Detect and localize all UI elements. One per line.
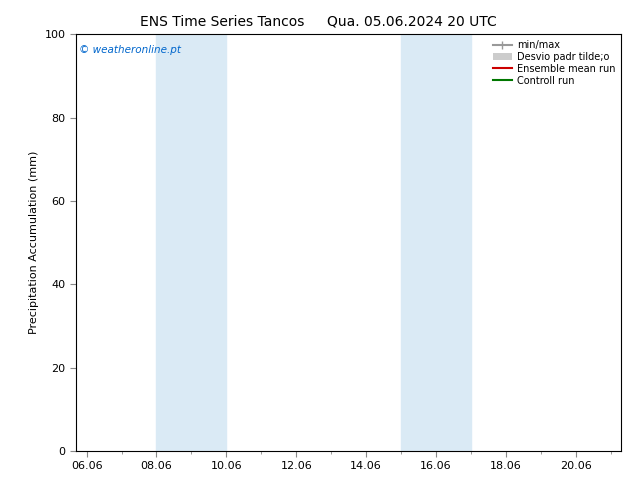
- Y-axis label: Precipitation Accumulation (mm): Precipitation Accumulation (mm): [29, 151, 39, 334]
- Text: ENS Time Series Tancos: ENS Time Series Tancos: [139, 15, 304, 29]
- Bar: [157, 34, 226, 451]
- Text: Qua. 05.06.2024 20 UTC: Qua. 05.06.2024 20 UTC: [327, 15, 497, 29]
- Legend: min/max, Desvio padr tilde;o, Ensemble mean run, Controll run: min/max, Desvio padr tilde;o, Ensemble m…: [489, 37, 618, 89]
- Bar: [401, 34, 471, 451]
- Text: © weatheronline.pt: © weatheronline.pt: [79, 45, 181, 55]
